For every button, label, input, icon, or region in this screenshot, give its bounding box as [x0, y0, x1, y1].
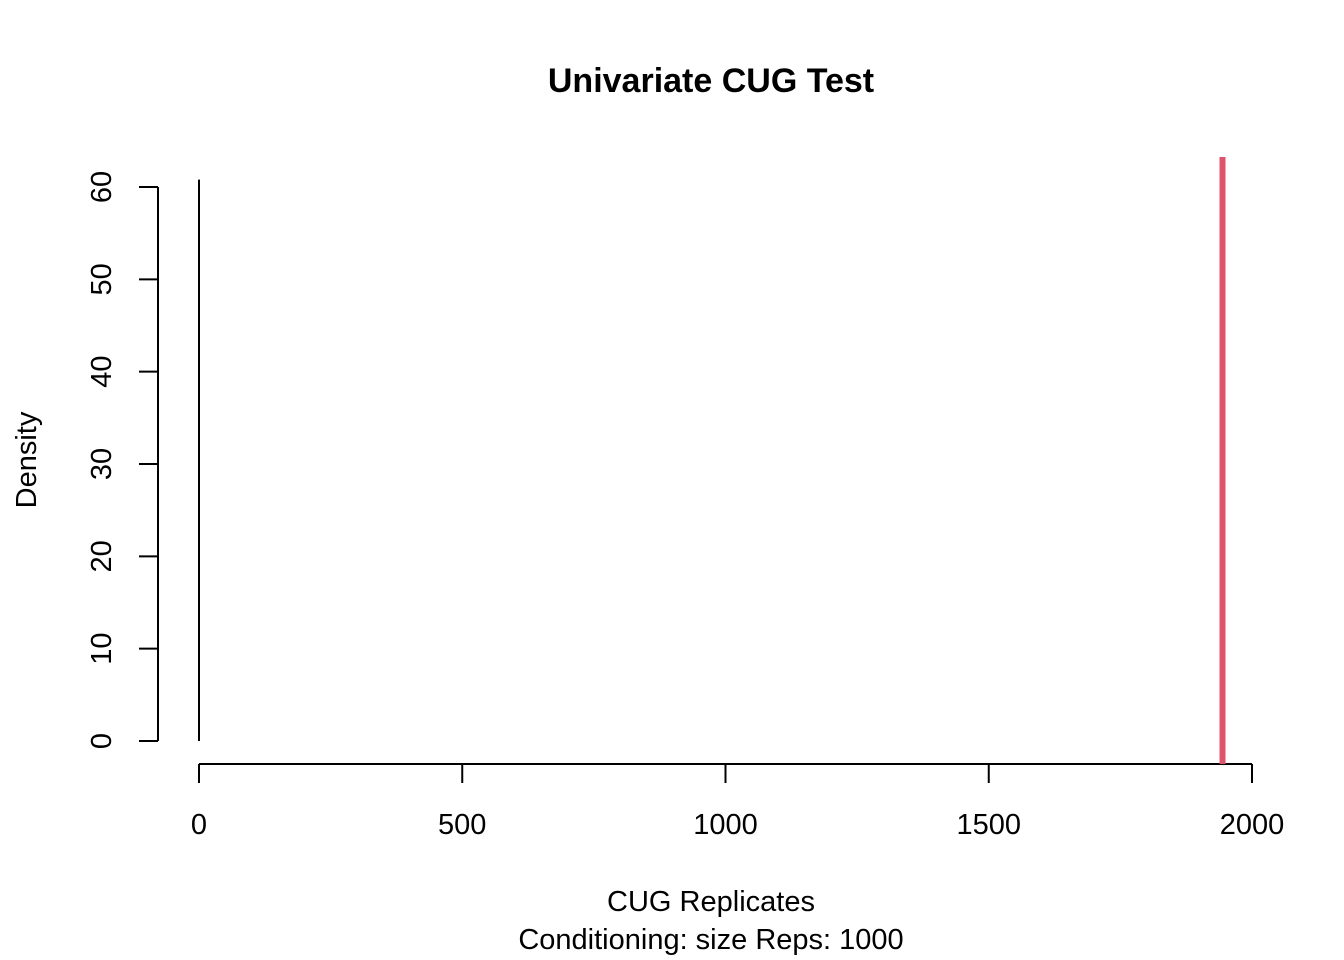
x-tick-label: 1500: [956, 809, 1021, 841]
y-tick-label: 0: [86, 733, 118, 749]
x-tick-label: 1000: [693, 809, 758, 841]
y-tick-label: 20: [86, 540, 118, 572]
y-tick-label: 10: [86, 633, 118, 665]
y-tick-label: 40: [86, 356, 118, 388]
y-tick-label: 50: [86, 263, 118, 295]
y-axis-label: Density: [11, 411, 43, 508]
plot-marks: [198, 157, 1226, 764]
y-axis: 0 10 20 30 40 50 60: [86, 171, 159, 749]
y-tick-label: 60: [86, 171, 118, 203]
chart-title: Univariate CUG Test: [548, 62, 874, 100]
x-tick-label: 2000: [1220, 809, 1285, 841]
x-axis-label: CUG Replicates: [607, 886, 815, 918]
x-axis: 0 500 1000 1500 2000: [191, 763, 1285, 841]
x-axis-subtitle: Conditioning: size Reps: 1000: [518, 924, 903, 956]
y-tick-label: 30: [86, 448, 118, 480]
x-tick-label: 0: [191, 809, 207, 841]
x-tick-label: 500: [438, 809, 486, 841]
